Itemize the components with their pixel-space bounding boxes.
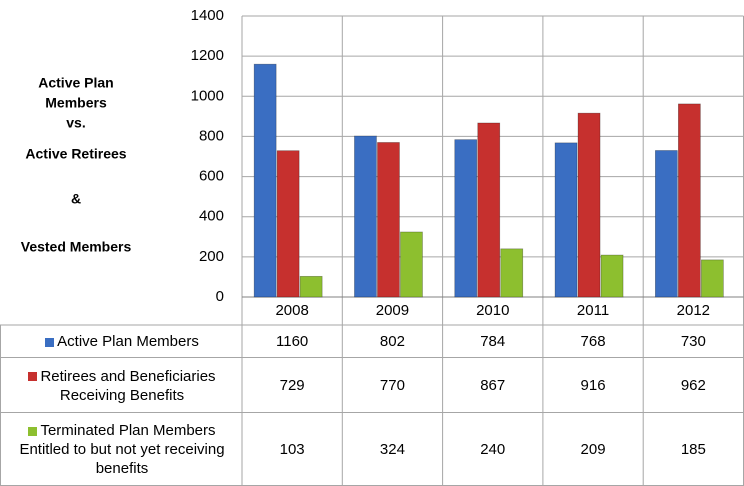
bar bbox=[600, 254, 624, 298]
chart-title: vs. bbox=[66, 115, 85, 131]
legend-entry: Active Plan Members bbox=[45, 332, 199, 351]
x-tick-label: 2008 bbox=[275, 302, 308, 319]
y-tick-label: 1400 bbox=[191, 7, 224, 24]
chart-title: Vested Members bbox=[21, 239, 132, 255]
table-value: 240 bbox=[480, 441, 506, 458]
table-value: 185 bbox=[680, 441, 706, 458]
legend-cell: Active Plan Members bbox=[4, 325, 240, 358]
bar bbox=[554, 142, 578, 298]
legend-cell: Terminated Plan Members Entitled to but … bbox=[4, 413, 240, 486]
legend-entry: Retirees and Beneficiaries Receiving Ben… bbox=[4, 367, 240, 405]
table-value: 867 bbox=[480, 377, 506, 394]
bar bbox=[299, 275, 323, 298]
table-value: 916 bbox=[580, 377, 606, 394]
table-value: 324 bbox=[379, 441, 405, 458]
y-tick-label: 1200 bbox=[191, 47, 224, 64]
legend-label: Active Plan Members bbox=[57, 333, 199, 350]
table-value: 770 bbox=[379, 377, 405, 394]
bar bbox=[253, 63, 277, 298]
x-tick-label: 2011 bbox=[577, 302, 609, 319]
legend-label: Retirees and Beneficiaries Receiving Ben… bbox=[40, 367, 216, 404]
y-tick-label: 0 bbox=[216, 288, 224, 305]
bar bbox=[500, 248, 524, 298]
legend-cell: Retirees and Beneficiaries Receiving Ben… bbox=[4, 358, 240, 413]
bar bbox=[577, 112, 601, 298]
chart-title: Active Retirees bbox=[25, 146, 126, 162]
bar bbox=[454, 139, 478, 298]
x-tick-label: 2009 bbox=[376, 302, 409, 319]
chart-title: Members bbox=[45, 95, 107, 111]
table-value: 730 bbox=[680, 333, 706, 350]
table-value: 802 bbox=[379, 333, 405, 350]
table-value: 103 bbox=[279, 441, 305, 458]
table-value: 729 bbox=[279, 377, 305, 394]
bar bbox=[276, 150, 300, 298]
y-tick-label: 600 bbox=[199, 168, 224, 185]
bar bbox=[377, 142, 400, 298]
bar bbox=[677, 103, 701, 298]
chart-title: Active Plan bbox=[38, 75, 113, 91]
legend-entry: Terminated Plan Members Entitled to but … bbox=[4, 421, 240, 478]
y-tick-label: 800 bbox=[199, 127, 224, 144]
chart-title: & bbox=[71, 191, 81, 207]
y-tick-label: 1000 bbox=[191, 87, 224, 104]
legend-key bbox=[45, 337, 55, 347]
y-tick-label: 200 bbox=[199, 248, 224, 265]
bar bbox=[477, 122, 501, 298]
bar bbox=[654, 150, 678, 298]
table-value: 209 bbox=[580, 441, 606, 458]
table-value: 1160 bbox=[276, 333, 309, 350]
bar bbox=[400, 231, 423, 298]
table-value: 768 bbox=[580, 333, 606, 350]
bar bbox=[700, 259, 724, 298]
table-value: 962 bbox=[680, 377, 706, 394]
legend-label: Terminated Plan Members Entitled to but … bbox=[19, 422, 225, 477]
bar bbox=[354, 135, 377, 298]
x-tick-label: 2012 bbox=[677, 302, 710, 319]
table-value: 784 bbox=[480, 333, 506, 350]
legend-key bbox=[28, 372, 38, 382]
legend-key bbox=[28, 426, 38, 436]
x-tick-label: 2010 bbox=[476, 302, 509, 319]
y-tick-label: 400 bbox=[199, 208, 224, 225]
